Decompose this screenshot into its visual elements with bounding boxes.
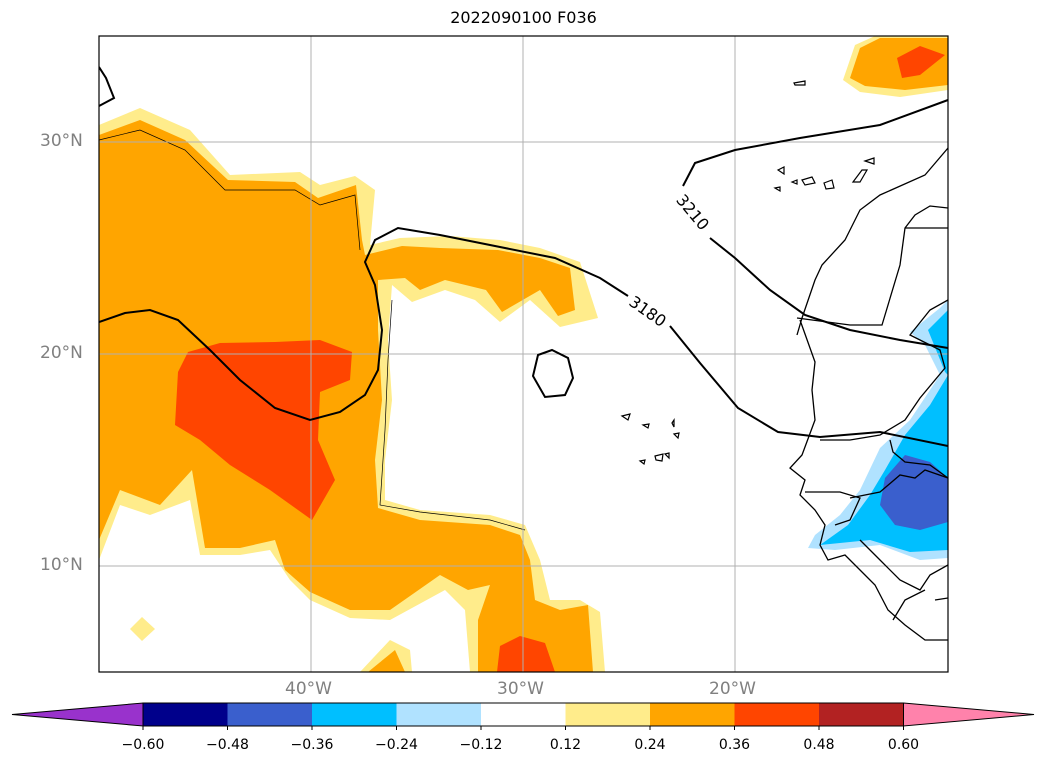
colorbar-tick-label: −0.24 [375, 737, 418, 753]
lon-label-30w: 30°W [497, 679, 544, 699]
lat-label-20n: 20°N [40, 343, 83, 363]
colorbar-tick-label: 0.24 [634, 737, 666, 753]
colorbar-tick-label: 0.60 [887, 737, 920, 753]
anomaly-fill-negative [808, 300, 948, 560]
coastlines [789, 147, 948, 641]
lat-label-10n: 10°N [40, 555, 83, 575]
colorbar-tick-label: −0.60 [121, 737, 165, 753]
colorbar-extend-high [903, 702, 1035, 727]
colorbar-swatch [481, 703, 566, 726]
colorbar-swatch [143, 703, 228, 726]
map-plot-area [99, 36, 948, 672]
colorbar-swatch [396, 703, 482, 726]
colorbar-tick-label: 0.48 [803, 737, 835, 753]
map-frame [98, 35, 949, 673]
colorbar-extend-low [11, 702, 144, 727]
colorbar-swatch [650, 703, 735, 726]
lat-label-30n: 30°N [40, 131, 83, 151]
colorbar-tick-label: −0.12 [459, 737, 503, 753]
colorbar-tick-label: −0.36 [290, 737, 334, 753]
colorbar-swatch [312, 703, 397, 726]
colorbar-swatch [734, 703, 820, 726]
anomaly-fill-0.36 [175, 46, 945, 672]
lon-label-40w: 40°W [285, 679, 332, 699]
lon-label-20w: 20°W [709, 679, 756, 699]
colorbar-swatch [227, 703, 313, 726]
colorbar-tick-label: 0.36 [718, 737, 751, 753]
gridlines [99, 36, 948, 672]
colorbar-frame [142, 702, 904, 727]
colorbar [11, 702, 1035, 730]
islands [620, 80, 875, 466]
colorbar-tick-label: −0.48 [206, 737, 249, 753]
map-title: 2022090100 F036 [450, 8, 597, 27]
colorbar-swatch [819, 703, 904, 726]
height-contours [99, 66, 948, 447]
colorbar-tick-label: 0.12 [549, 737, 582, 753]
colorbar-swatch [565, 703, 651, 726]
